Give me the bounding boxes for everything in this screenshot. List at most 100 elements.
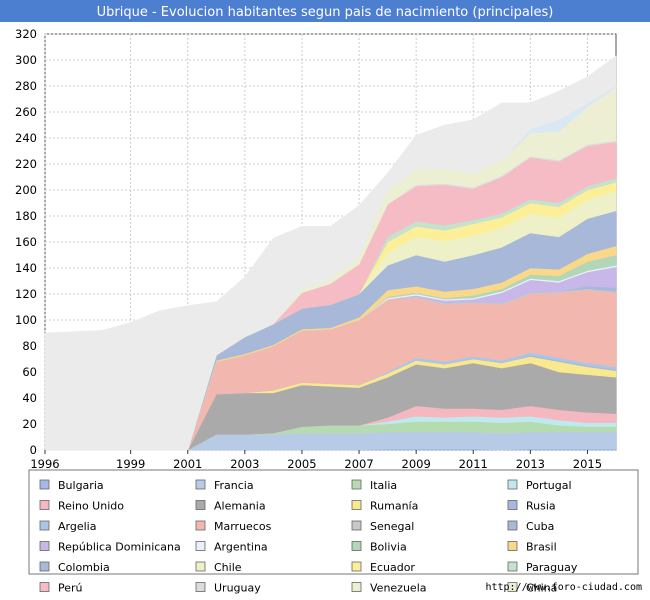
- legend-item-marruecos: Marruecos: [195, 520, 272, 533]
- legend-label: China: [526, 582, 557, 595]
- x-tick-label: 2011: [459, 457, 488, 471]
- legend-swatch: [39, 582, 50, 592]
- legend-label: Rumanía: [370, 500, 418, 513]
- legend-label: Alemania: [214, 500, 266, 513]
- legend-item-portugal: Portugal: [507, 479, 572, 492]
- legend-item-china: China: [507, 582, 557, 595]
- y-tick-label: 140: [15, 261, 37, 275]
- y-tick-label: 240: [15, 131, 37, 145]
- legend-swatch: [195, 582, 206, 592]
- legend-item-senegal: Senegal: [351, 520, 414, 533]
- legend-label: Italia: [370, 479, 397, 492]
- chart-title: Ubrique - Evolucion habitantes segun pai…: [97, 5, 554, 20]
- legend-swatch: [507, 479, 518, 490]
- x-tick-label: 2007: [344, 457, 373, 471]
- legend-item-alemania: Alemania: [195, 500, 266, 513]
- legend-item-paraguay: Paraguay: [507, 561, 578, 574]
- x-tick-label: 2003: [230, 457, 259, 471]
- legend-swatch: [39, 500, 50, 510]
- legend-label: Bolivia: [370, 541, 407, 554]
- source-credit: http://www.foro-ciudad.com: [485, 582, 642, 593]
- legend-swatch: [195, 561, 206, 572]
- legend-item-francia: Francia: [195, 479, 254, 492]
- y-tick-label: 100: [15, 313, 37, 327]
- legend: Bulgaria Francia Italia Portugal Reino Unido…: [39, 479, 578, 595]
- legend-item-republica-dominicana: República Dominicana: [39, 541, 181, 554]
- legend-label: Rusia: [526, 500, 556, 513]
- legend-swatch: [507, 582, 518, 592]
- legend-label: Ecuador: [370, 561, 415, 574]
- legend-swatch: [507, 561, 518, 572]
- legend-swatch: [351, 541, 362, 551]
- legend-label: Perú: [58, 582, 83, 595]
- legend-swatch: [351, 479, 362, 490]
- legend-label: Bulgaria: [58, 479, 104, 492]
- legend-label: Senegal: [370, 520, 414, 533]
- y-tick-label: 200: [15, 183, 37, 197]
- legend-swatch: [351, 520, 362, 531]
- legend-label: Venezuela: [370, 582, 427, 595]
- y-tick-label: 20: [22, 417, 37, 431]
- x-tick-label: 2013: [516, 457, 545, 471]
- x-tick-label: 2015: [573, 457, 602, 471]
- area-otros: [44, 55, 617, 451]
- legend-label: Reino Unido: [58, 500, 124, 513]
- y-tick-label: 160: [15, 235, 37, 249]
- legend-item-bolivia: Bolivia: [351, 541, 407, 554]
- legend-item-argentina: Argentina: [195, 541, 268, 554]
- x-tick-label: 1999: [116, 457, 145, 471]
- y-tick-label: 40: [22, 391, 37, 405]
- legend-item-rumania: Rumanía: [351, 500, 418, 513]
- legend-item-brasil: Brasil: [507, 541, 557, 554]
- legend-box: [28, 469, 639, 575]
- legend-item-reino-unido: Reino Unido: [39, 500, 124, 513]
- y-tick-label: 180: [15, 209, 37, 223]
- x-tick-label: 2009: [402, 457, 431, 471]
- legend-swatch: [39, 479, 50, 490]
- x-tick-label: 2001: [173, 457, 202, 471]
- legend-label: República Dominicana: [58, 541, 181, 554]
- legend-item-cuba: Cuba: [507, 520, 554, 533]
- legend-label: Chile: [214, 561, 242, 574]
- legend-item-argelia: Argelia: [39, 520, 96, 533]
- legend-item-rusia: Rusia: [507, 500, 556, 513]
- legend-swatch: [507, 500, 518, 510]
- legend-swatch: [195, 479, 206, 490]
- legend-label: Argelia: [58, 520, 96, 533]
- legend-swatch: [195, 541, 206, 551]
- legend-item-chile: Chile: [195, 561, 242, 574]
- legend-swatch: [39, 561, 50, 572]
- y-tick-label: 220: [15, 157, 37, 171]
- x-tick-label: 2005: [287, 457, 316, 471]
- y-tick-label: 60: [22, 365, 37, 379]
- legend-label: Francia: [214, 479, 254, 492]
- legend-swatch: [351, 561, 362, 572]
- legend-swatch: [507, 520, 518, 531]
- legend-label: Colombia: [58, 561, 110, 574]
- legend-label: Paraguay: [526, 561, 578, 574]
- y-tick-label: 0: [30, 443, 37, 457]
- legend-swatch: [39, 541, 50, 551]
- legend-swatch: [351, 500, 362, 510]
- legend-label: Portugal: [526, 479, 572, 492]
- y-tick-label: 260: [15, 105, 37, 119]
- legend-swatch: [507, 541, 518, 551]
- y-tick-label: 280: [15, 79, 37, 93]
- legend-swatch: [39, 520, 50, 531]
- legend-item-venezuela: Venezuela: [351, 582, 427, 595]
- x-axis-ticks: 1996 1999 2001 2003 2005 2007 2009 2011 2013 2015: [30, 450, 602, 471]
- legend-label: Cuba: [526, 520, 554, 533]
- legend-label: Argentina: [214, 541, 268, 554]
- y-tick-label: 300: [15, 53, 37, 67]
- legend-item-ecuador: Ecuador: [351, 561, 415, 574]
- legend-swatch: [351, 582, 362, 592]
- legend-item-bulgaria: Bulgaria: [39, 479, 104, 492]
- y-tick-label: 120: [15, 287, 37, 301]
- x-tick-label: 1996: [30, 457, 59, 471]
- legend-swatch: [195, 500, 206, 510]
- legend-item-italia: Italia: [351, 479, 397, 492]
- area-series: [44, 55, 617, 451]
- legend-label: Brasil: [526, 541, 557, 554]
- title-bar: [0, 0, 650, 22]
